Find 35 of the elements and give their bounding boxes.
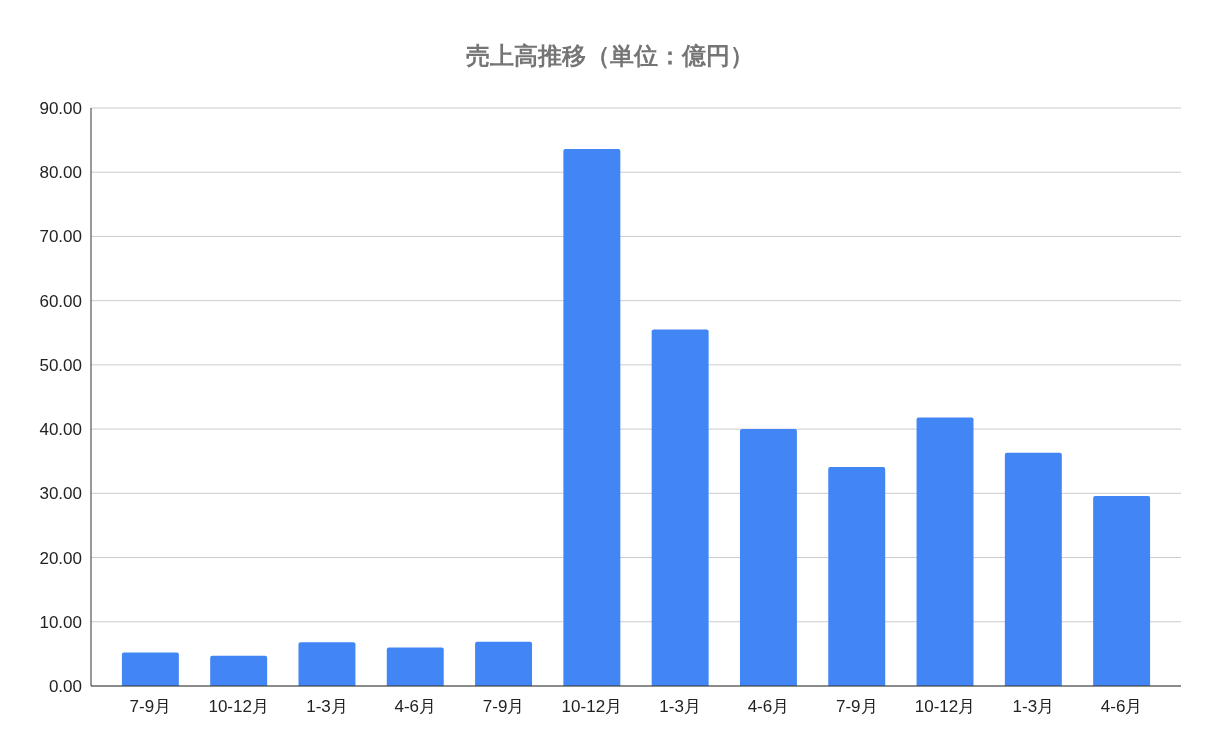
bar [298, 642, 356, 686]
bar [563, 149, 621, 686]
y-tick-label: 90.00 [39, 98, 82, 118]
bar [739, 429, 797, 686]
x-tick-label: 4-6月 [394, 697, 437, 716]
bar [1004, 452, 1062, 686]
y-tick-label: 40.00 [39, 420, 82, 440]
x-tick-label: 10-12月 [561, 697, 623, 716]
x-tick-label: 4-6月 [1100, 697, 1143, 716]
x-tick-label: 4-6月 [747, 697, 790, 716]
bar [1093, 495, 1151, 686]
bar [651, 329, 709, 686]
y-tick-label: 10.00 [39, 612, 82, 632]
chart-title: 売上高推移（単位：億円） [465, 42, 754, 69]
bar [210, 655, 268, 686]
bar [386, 647, 444, 686]
x-tick-label: 10-12月 [208, 697, 269, 716]
x-tick-label: 1-3月 [659, 697, 701, 716]
x-tick-label: 7-9月 [835, 697, 878, 716]
x-tick-label: 7-9月 [482, 697, 525, 716]
y-tick-label: 30.00 [39, 484, 82, 504]
bar [828, 467, 886, 686]
y-tick-label: 0.00 [48, 676, 82, 696]
x-tick-label: 10-12月 [914, 697, 976, 716]
x-tick-label: 1-3月 [1012, 697, 1055, 716]
bar [121, 652, 179, 686]
x-tick-label: 7-9月 [129, 697, 172, 716]
x-tick-label: 1-3月 [306, 697, 348, 716]
y-tick-label: 60.00 [39, 291, 82, 311]
y-tick-label: 20.00 [39, 548, 82, 568]
bar [475, 641, 533, 686]
y-tick-label: 70.00 [39, 227, 82, 247]
y-tick-label: 50.00 [39, 355, 82, 375]
y-tick-label: 80.00 [39, 163, 82, 183]
bar [916, 417, 974, 686]
